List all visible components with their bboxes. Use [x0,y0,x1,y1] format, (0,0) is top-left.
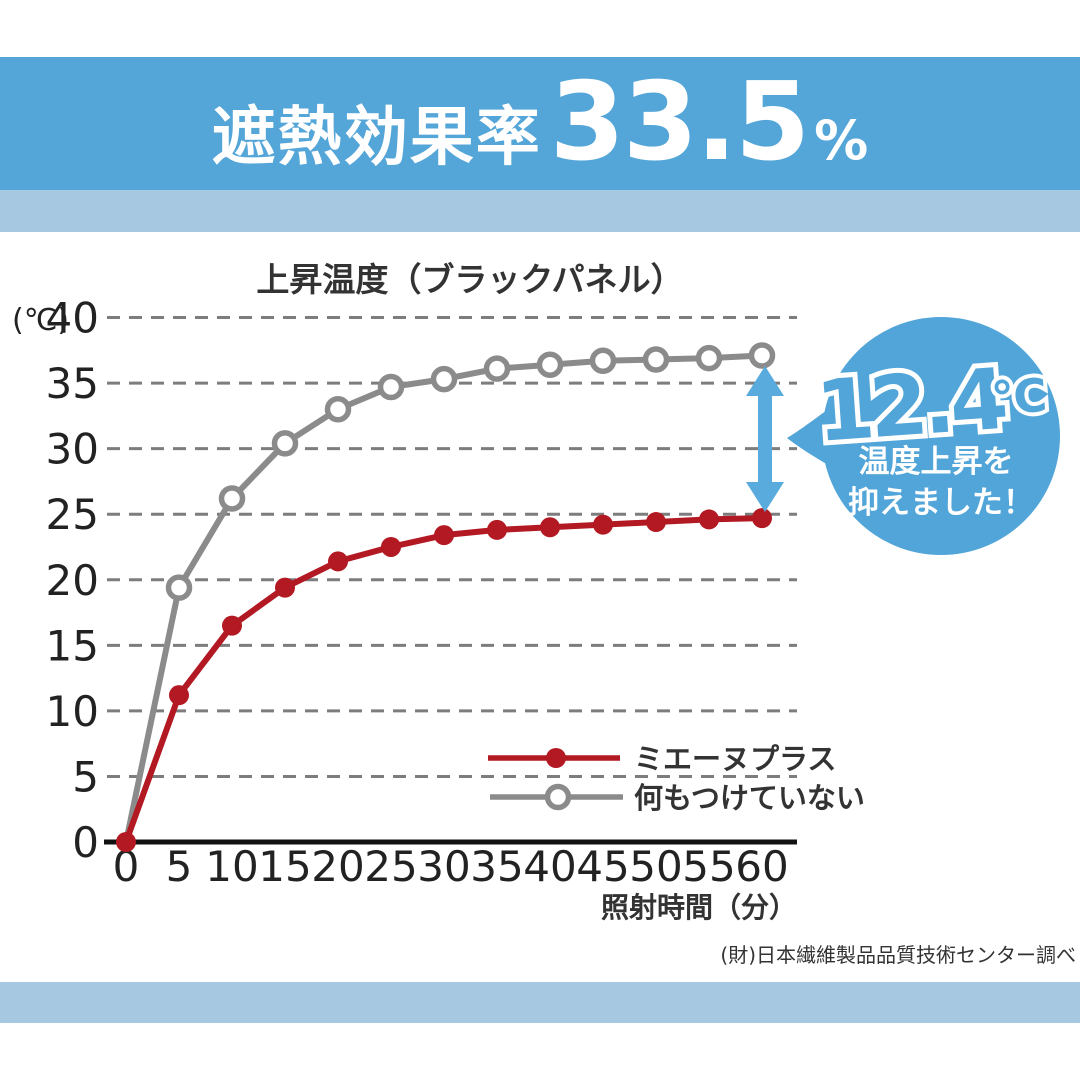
bubble-unit: ℃ [990,368,1049,426]
data-point-untreated [695,344,723,372]
x-tick-label-40: 40 [523,842,576,891]
data-point-product [593,514,613,535]
legend-marker-product [546,748,566,768]
data-point-product [222,615,242,636]
y-tick-label-15: 15 [46,621,99,670]
legend: ミエーヌプラス 何もつけていない [488,742,865,815]
header-banner: 遮熱効果率 33.5 % [0,57,1080,190]
y-tick-label-30: 30 [46,425,99,474]
x-tick-label-60: 60 [735,842,788,891]
data-point-untreated [483,355,511,382]
data-point-product [169,685,189,706]
x-tick-label-5: 5 [166,842,193,891]
x-tick-label-45: 45 [576,842,629,891]
banner-title-unit: % [814,109,869,172]
data-point-untreated [377,373,405,401]
x-axis-title: 照射時間（分） [601,891,797,924]
data-point-untreated [748,342,776,369]
y-axis-unit-label: (℃) [12,303,69,338]
legend-marker-untreated [544,783,572,811]
data-point-product [646,512,666,533]
data-point-product [381,536,401,557]
gridlines [104,316,797,845]
data-point-untreated [165,574,193,601]
x-tick-label-10: 10 [205,842,258,891]
data-point-untreated [642,346,670,373]
x-tick-label-30: 30 [417,842,470,891]
banner-title-text: 遮熱効果率 [211,101,542,175]
x-tick-label-25: 25 [364,842,417,891]
data-point-product [328,551,348,572]
data-point-untreated [324,396,352,423]
y-tick-label-5: 5 [72,752,99,801]
x-tick-label-20: 20 [311,842,364,891]
legend-label-product: ミエーヌプラス [634,742,836,776]
data-point-untreated [536,351,564,378]
banner-title: 遮熱効果率 33.5 % [212,69,869,178]
data-point-product [275,577,295,598]
bubble-text-line2: 抑えました！ [848,485,1034,521]
y-tick-label-20: 20 [46,556,99,605]
data-point-product [540,517,560,538]
data-point-untreated [589,347,617,375]
legend-label-untreated: 何もつけていない [634,781,865,815]
footer-stripe [0,982,1080,1023]
y-tick-label-10: 10 [46,687,99,736]
chart-title: 上昇温度（ブラックパネル） [256,260,683,299]
data-point-product [699,509,719,530]
x-tick-label-55: 55 [682,842,735,891]
data-point-untreated [430,365,458,393]
x-tick-label-50: 50 [629,842,682,891]
bubble-text-line1: 温度上昇を [859,444,1014,480]
temperature-difference-arrow-icon [746,366,784,512]
header-stripe [0,190,1080,232]
data-point-product [487,519,507,540]
data-point-product [752,508,772,529]
banner-title-value: 33.5 [549,60,810,185]
data-point-product [116,832,136,852]
bubble-value: 12.4 [813,350,1008,461]
bubble-circle [822,317,1060,555]
y-tick-label-0: 0 [72,818,99,867]
x-tick-label-35: 35 [470,842,523,891]
data-point-untreated [271,430,299,457]
data-point-product [434,525,454,546]
x-tick-label-15: 15 [258,842,311,891]
annotation-bubble: 12.4 ℃ 温度上昇を 抑えました！ [787,317,1060,555]
data-point-untreated [218,485,246,512]
source-note: (財)日本繊維製品品質技術センター調べ [720,943,1076,967]
data-series [116,342,776,852]
y-tick-label-40: 40 [46,294,99,343]
y-tick-label-25: 25 [46,490,99,539]
bubble-headline: 12.4 ℃ [808,345,1053,466]
y-tick-label-35: 35 [46,359,99,408]
